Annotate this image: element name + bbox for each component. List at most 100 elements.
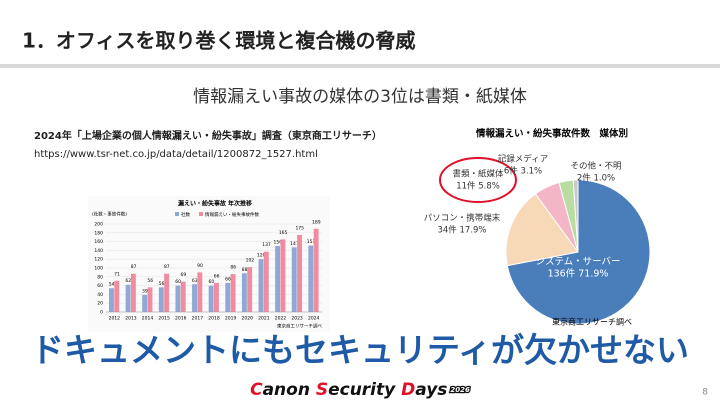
bar — [275, 246, 281, 312]
value-label: 165 — [279, 230, 288, 236]
slice-value: 6件 3.1% — [504, 166, 542, 177]
bar — [175, 285, 181, 312]
value-label: 87 — [131, 264, 137, 270]
y-tick-label: 60 — [97, 283, 103, 289]
bar — [297, 235, 302, 312]
y-tick-label: 20 — [97, 301, 103, 307]
value-label: 56 — [159, 281, 165, 287]
bar — [147, 287, 153, 312]
y-tick-label: 0 — [100, 310, 103, 316]
bar — [241, 273, 247, 312]
chart-title: 情報漏えい・紛失事故件数 媒体別 — [475, 128, 628, 140]
bar — [263, 251, 269, 312]
value-label: 150 — [274, 240, 283, 246]
slice-label: システム・サーバー — [535, 257, 620, 268]
bar — [197, 272, 203, 312]
bar — [230, 274, 236, 312]
subtitle: 情報漏えい事故の媒体の3位は書類・紙媒体 — [193, 87, 527, 107]
bar — [308, 245, 314, 312]
logo: Canon Security Days 2026 — [250, 380, 470, 400]
value-label: 87 — [164, 264, 170, 270]
logo-part: ays — [415, 380, 447, 400]
bar — [164, 273, 170, 312]
slice-label: その他・不明 — [570, 161, 621, 172]
bar — [180, 281, 186, 312]
y-tick-label: 200 — [94, 222, 103, 228]
value-label: 62 — [125, 278, 131, 284]
value-label: 151 — [307, 239, 316, 245]
value-label: 60 — [208, 279, 214, 285]
pie-slice — [505, 193, 579, 267]
value-label: 120 — [257, 253, 266, 259]
source-url: https://www.tsr-net.co.jp/data/detail/12… — [34, 149, 318, 160]
x-tick-label: 2018 — [208, 316, 220, 322]
value-label: 56 — [147, 278, 153, 284]
logo-part: S — [316, 380, 328, 400]
pie-slice — [506, 179, 651, 325]
x-tick-label: 2017 — [192, 316, 204, 322]
slice-value: 34件 17.9% — [437, 225, 486, 236]
value-label: 71 — [114, 271, 120, 277]
y-tick-label: 120 — [94, 257, 103, 263]
x-tick-label: 2012 — [109, 316, 121, 322]
value-label: 175 — [295, 226, 304, 232]
bar — [225, 282, 231, 312]
chart-note: 東京商工リサーチ調べ — [277, 323, 322, 330]
value-label: 102 — [246, 258, 255, 264]
headline: ドキュメントにもセキュリティが欠かせない — [31, 331, 689, 370]
value-label: 189 — [312, 219, 321, 225]
logo-part: C — [250, 380, 263, 400]
value-label: 66 — [225, 276, 231, 282]
bar — [280, 239, 286, 312]
y-tick-label: 160 — [94, 239, 103, 245]
slice-label: 記録メディア — [498, 154, 548, 165]
x-tick-label: 2022 — [275, 316, 287, 322]
legend-swatch — [199, 212, 203, 216]
value-label: 88 — [242, 267, 248, 273]
value-label: 147 — [290, 241, 299, 247]
page-number: 8 — [702, 388, 708, 398]
chart-note: 東京商工リサーチ調べ — [552, 317, 632, 327]
value-label: 86 — [230, 265, 236, 271]
x-tick-label: 2014 — [142, 316, 154, 322]
bar — [258, 259, 264, 312]
value-label: 63 — [192, 278, 198, 284]
pie-slice — [572, 179, 579, 253]
bar — [130, 273, 136, 312]
value-label: 60 — [175, 279, 181, 285]
value-label: 54 — [109, 282, 115, 288]
legend-swatch — [175, 212, 179, 216]
slice-label: パソコン・携帯端末 — [424, 213, 501, 224]
bar — [247, 267, 253, 312]
x-tick-label: 2013 — [125, 316, 137, 322]
y-tick-label: 40 — [97, 292, 103, 298]
bar — [125, 284, 131, 312]
x-tick-label: 2015 — [158, 316, 170, 322]
value-label: 69 — [181, 272, 187, 278]
highlight-ellipse — [439, 157, 517, 203]
chart-title: 漏えい・紛失事故 年次推移 — [178, 200, 252, 208]
bar — [208, 285, 214, 312]
y-tick-label: 180 — [94, 230, 103, 236]
logo-part: D — [401, 380, 415, 400]
y-tick-label: 140 — [94, 248, 103, 254]
bar — [214, 282, 219, 312]
x-tick-label: 2023 — [291, 316, 303, 322]
x-tick-label: 2016 — [175, 316, 187, 322]
slide-title: 1．オフィスを取り巻く環境と複合機の脅威 — [22, 29, 416, 53]
x-tick-label: 2024 — [308, 316, 320, 322]
y-tick-label: 80 — [97, 274, 103, 280]
logo-part: anon — [263, 380, 316, 400]
x-tick-label: 2019 — [225, 316, 237, 322]
title-rule — [0, 64, 720, 68]
slice-label: 書類・紙媒体 — [452, 169, 504, 180]
source-title: 2024年「上場企業の個人情報漏えい・紛失事故」調査（東京商工リサーチ） — [34, 129, 382, 142]
value-label: 90 — [197, 263, 203, 269]
bar — [158, 287, 164, 312]
bar — [108, 288, 114, 312]
bar — [291, 247, 297, 312]
bar — [142, 294, 148, 312]
y-tick-label: 100 — [94, 266, 103, 272]
x-tick-label: 2021 — [258, 316, 270, 322]
